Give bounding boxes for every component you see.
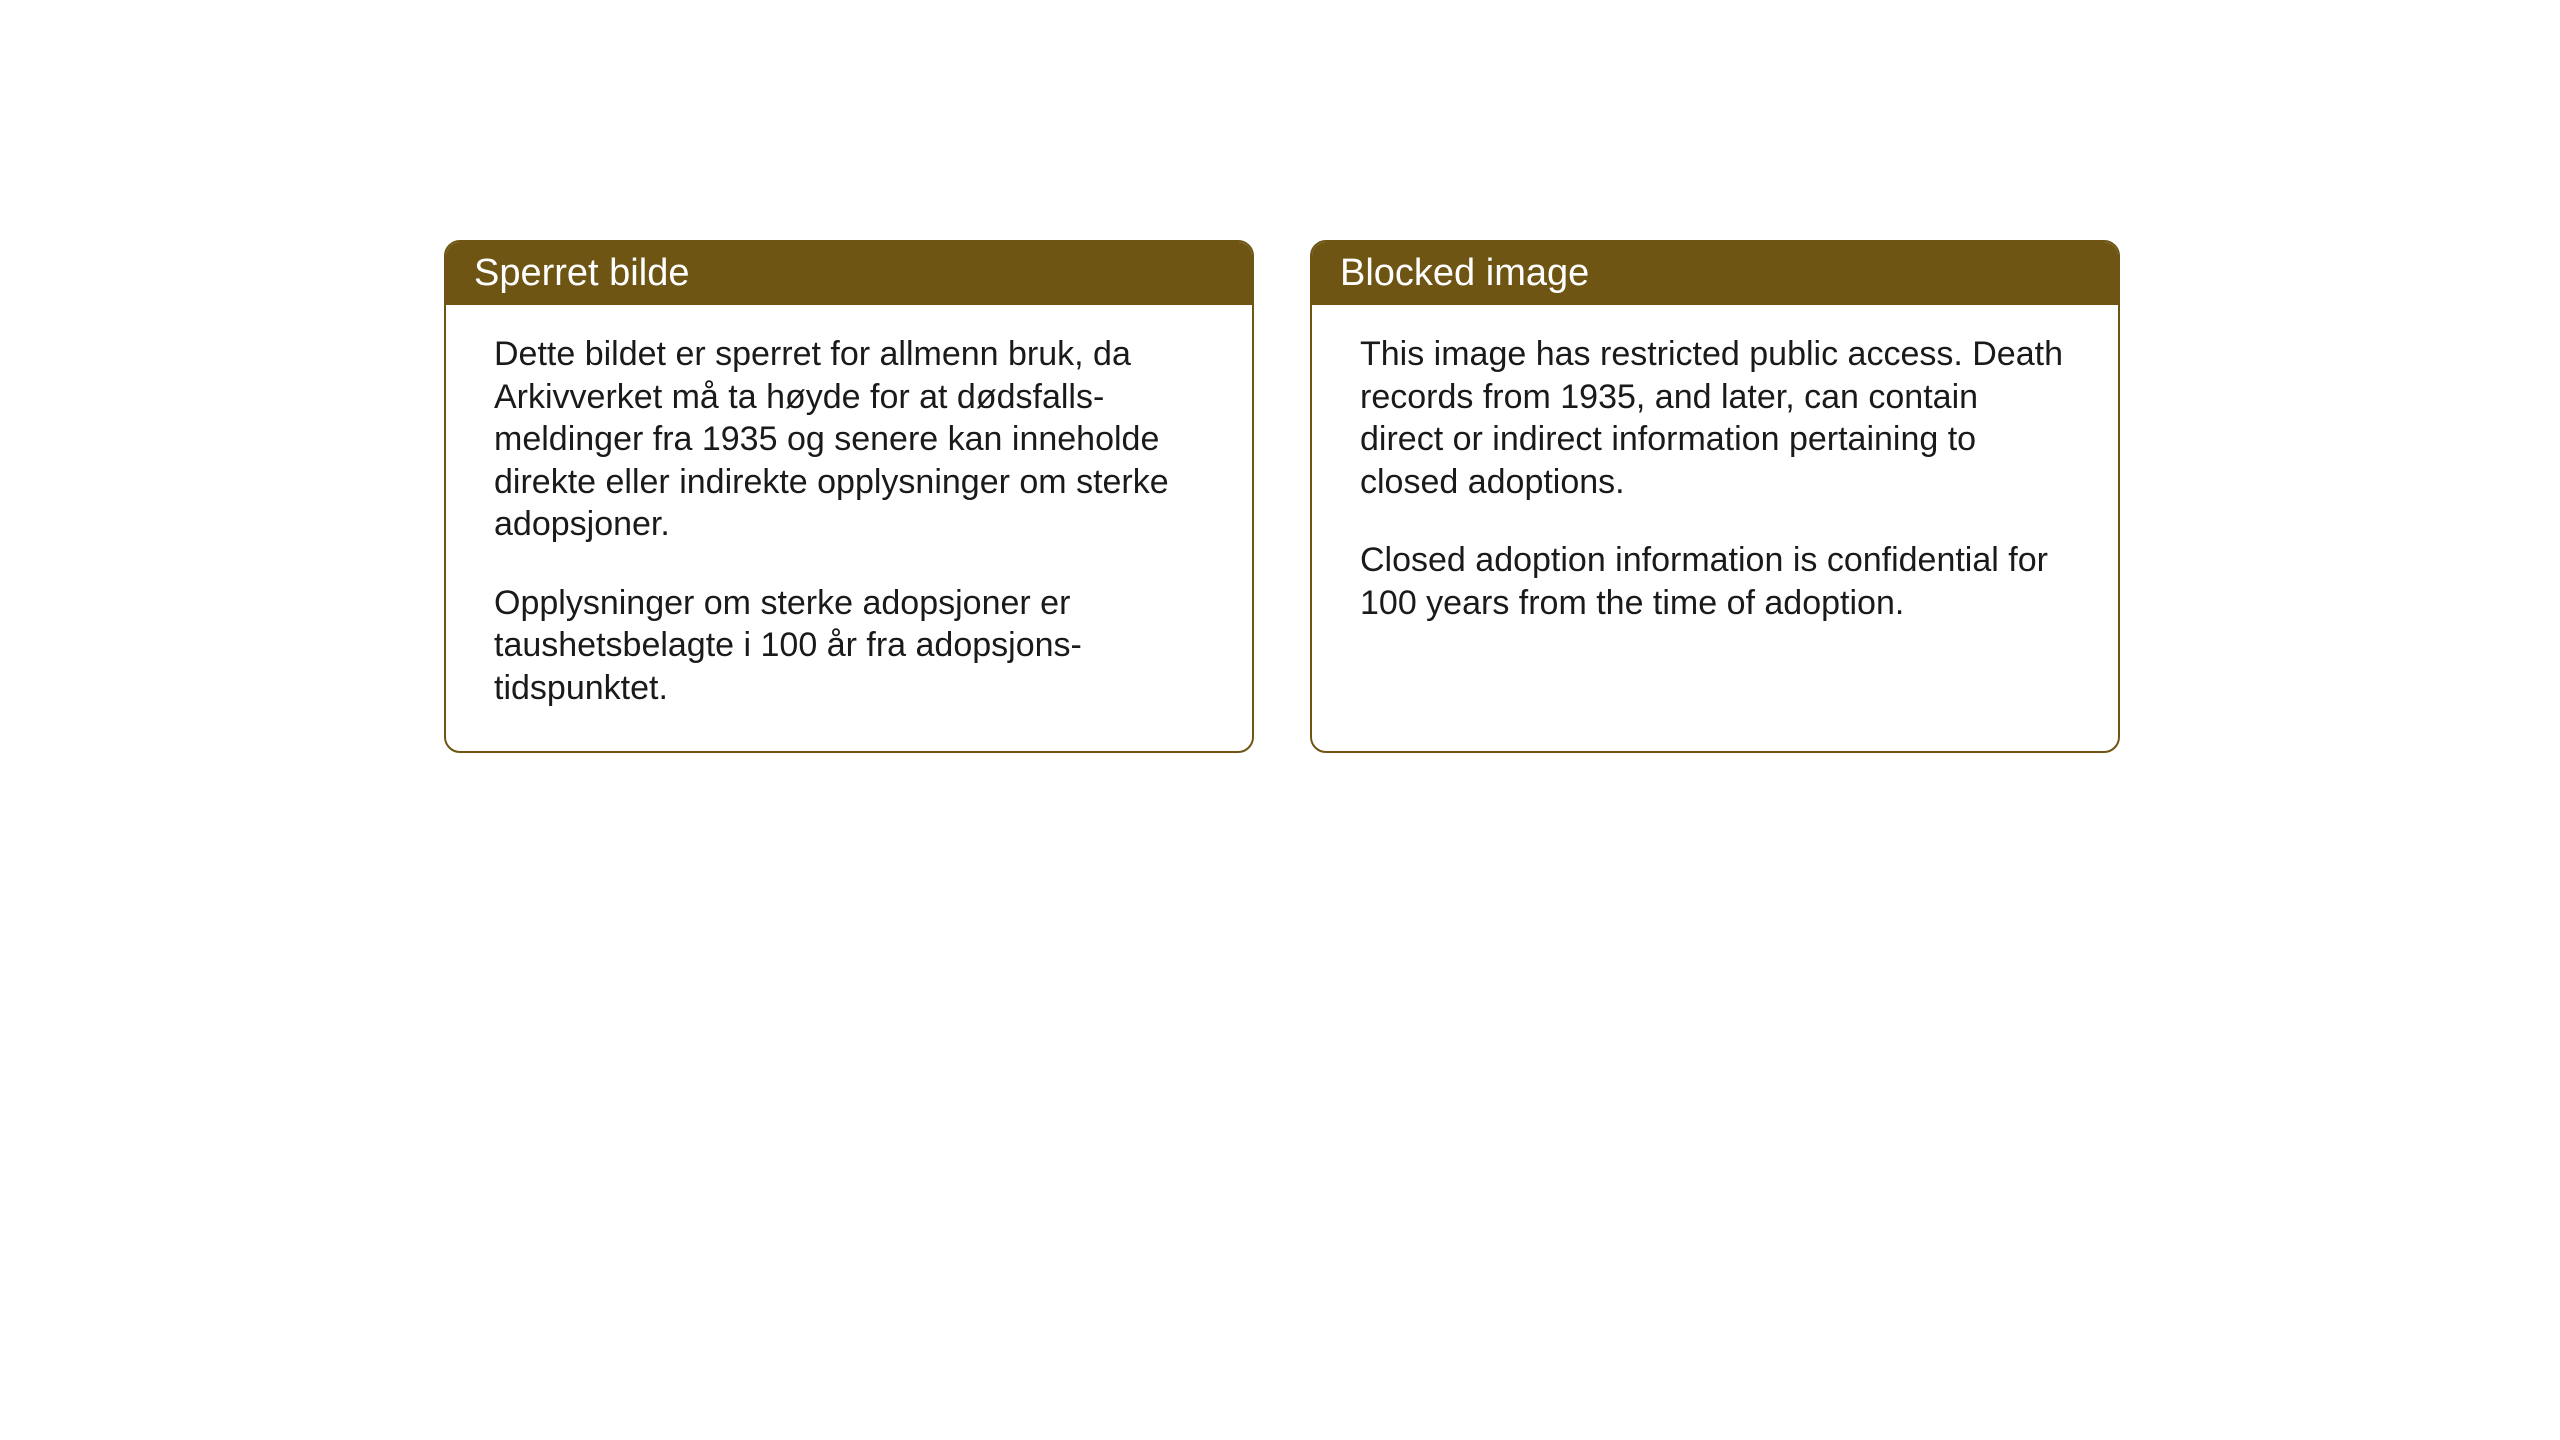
notice-card-container: Sperret bilde Dette bildet er sperret fo… (444, 240, 2120, 753)
card-header: Blocked image (1312, 242, 2118, 305)
card-paragraph-1: This image has restricted public access.… (1360, 333, 2070, 503)
card-body: This image has restricted public access.… (1312, 305, 2118, 666)
card-body: Dette bildet er sperret for allmenn bruk… (446, 305, 1252, 751)
card-header: Sperret bilde (446, 242, 1252, 305)
card-paragraph-1: Dette bildet er sperret for allmenn bruk… (494, 333, 1204, 546)
card-title: Sperret bilde (474, 252, 689, 294)
card-paragraph-2: Opplysninger om sterke adopsjoner er tau… (494, 582, 1204, 710)
card-paragraph-2: Closed adoption information is confident… (1360, 539, 2070, 624)
card-title: Blocked image (1340, 252, 1589, 294)
notice-card-norwegian: Sperret bilde Dette bildet er sperret fo… (444, 240, 1254, 753)
notice-card-english: Blocked image This image has restricted … (1310, 240, 2120, 753)
